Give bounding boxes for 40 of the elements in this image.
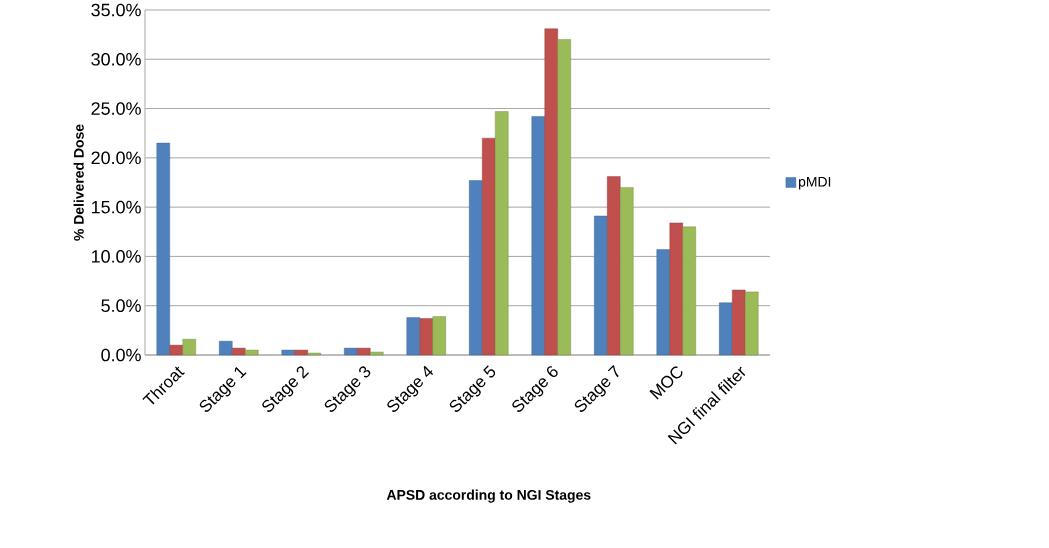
bar xyxy=(732,289,746,356)
y-tick-label: 35.0% xyxy=(91,3,141,17)
y-tick-label: 25.0% xyxy=(91,102,141,115)
y-tick-label: 5.0% xyxy=(101,299,141,313)
bar xyxy=(294,349,308,356)
bar xyxy=(169,344,183,356)
y-tick-label: 0.0% xyxy=(101,348,141,362)
y-tick-label: 15.0% xyxy=(92,200,141,214)
bar xyxy=(607,176,621,356)
bar xyxy=(669,222,683,356)
bar xyxy=(495,111,509,356)
x-axis-title: APSD according to NGI Stages xyxy=(386,489,591,503)
y-tick-label: 30.0% xyxy=(91,52,141,66)
bar xyxy=(281,349,295,356)
bar xyxy=(232,347,246,356)
bar xyxy=(357,347,371,356)
bar xyxy=(219,340,233,356)
bar xyxy=(544,28,558,356)
bar xyxy=(745,291,759,356)
bar xyxy=(370,351,384,356)
legend-label: pMDI xyxy=(799,176,831,190)
y-axis-title: % Delivered Dose xyxy=(73,124,84,241)
bar xyxy=(406,317,420,356)
bar xyxy=(719,302,733,356)
bar xyxy=(419,318,433,356)
y-tick-label: 20.0% xyxy=(91,151,141,165)
bar xyxy=(531,116,545,356)
bar xyxy=(182,339,196,356)
bar xyxy=(344,347,358,356)
bar xyxy=(156,142,170,356)
bar xyxy=(469,180,483,356)
bar xyxy=(620,187,634,356)
bar xyxy=(557,39,571,356)
bar xyxy=(594,215,608,356)
bar xyxy=(482,137,496,356)
bar xyxy=(682,226,696,356)
bar xyxy=(245,349,259,356)
bar xyxy=(656,249,670,356)
bar xyxy=(432,316,446,356)
y-tick-label: 10.0% xyxy=(92,250,141,263)
